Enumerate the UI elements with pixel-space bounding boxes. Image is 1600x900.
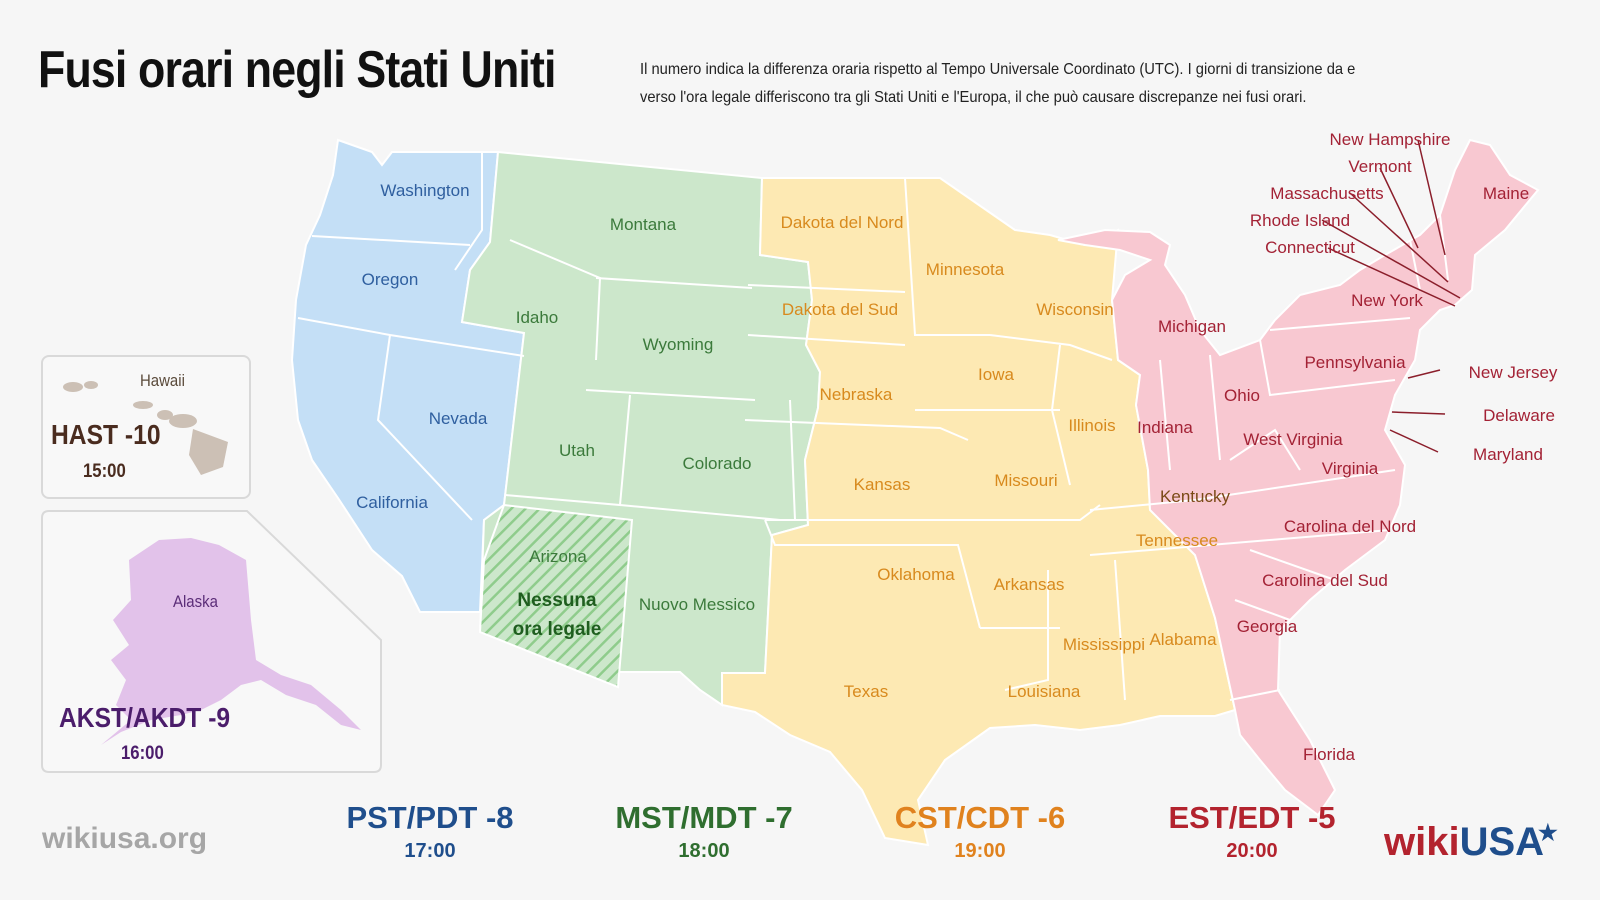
alaska-inset: Alaska AKST/AKDT -9 16:00: [41, 510, 383, 773]
state-borders: [297, 152, 1449, 701]
hawaii-label: Hawaii: [140, 371, 185, 390]
label-colorado: Colorado: [683, 454, 752, 473]
arizona-note-line2: ora legale: [513, 619, 602, 640]
alaska-tz-time: 16:00: [121, 743, 164, 764]
label-west-virginia: West Virginia: [1243, 430, 1343, 449]
label-massachusetts: Massachusetts: [1270, 184, 1383, 203]
legend-pst-time: 17:00: [404, 840, 456, 862]
label-louisiana: Louisiana: [1008, 682, 1081, 701]
pacific-zone: [290, 138, 526, 613]
alaska-label: Alaska: [173, 592, 218, 611]
logo-star-icon: ★: [1538, 820, 1558, 845]
label-florida: Florida: [1303, 745, 1356, 764]
arizona-note-line1: Nessuna: [517, 590, 597, 611]
label-iowa: Iowa: [978, 365, 1014, 384]
label-nevada: Nevada: [429, 409, 488, 428]
label-north-carolina: Carolina del Nord: [1284, 517, 1416, 536]
page-title: Fusi orari negli Stati Uniti: [38, 41, 556, 99]
label-virginia: Virginia: [1322, 459, 1379, 478]
label-georgia: Georgia: [1237, 617, 1298, 636]
wikiusa-logo[interactable]: wikiUSA★: [1384, 820, 1558, 865]
label-illinois: Illinois: [1068, 416, 1115, 435]
label-mississippi: Mississippi: [1063, 635, 1145, 654]
label-wyoming: Wyoming: [643, 335, 714, 354]
label-idaho: Idaho: [516, 308, 559, 327]
label-indiana: Indiana: [1137, 418, 1193, 437]
label-arkansas: Arkansas: [994, 575, 1065, 594]
legend-mst-time: 18:00: [678, 840, 730, 862]
arizona-no-dst: [478, 503, 634, 689]
label-rhode-island: Rhode Island: [1250, 211, 1350, 230]
label-nebraska: Nebraska: [820, 385, 893, 404]
label-montana: Montana: [610, 215, 677, 234]
label-washington: Washington: [380, 181, 469, 200]
state-labels: Washington Oregon California Nevada Idah…: [356, 130, 1558, 764]
hawaii-inset: Hawaii HAST -10 15:00: [41, 355, 251, 499]
label-oregon: Oregon: [362, 270, 419, 289]
label-pennsylvania: Pennsylvania: [1304, 353, 1406, 372]
label-maine: Maine: [1483, 184, 1529, 203]
legend-mst-code: MST/MDT -7: [615, 800, 793, 835]
label-new-mexico: Nuovo Messico: [639, 595, 755, 614]
alaska-inset-frame: [41, 510, 382, 773]
label-north-dakota: Dakota del Nord: [781, 213, 904, 232]
legend-est-code: EST/EDT -5: [1168, 800, 1336, 835]
label-kansas: Kansas: [854, 475, 911, 494]
label-california: California: [356, 493, 428, 512]
label-maryland: Maryland: [1473, 445, 1543, 464]
label-texas: Texas: [844, 682, 888, 701]
label-new-hampshire: New Hampshire: [1330, 130, 1451, 149]
label-south-carolina: Carolina del Sud: [1262, 571, 1388, 590]
hawaii-tz-time: 15:00: [83, 461, 126, 482]
hawaii-islands: [63, 381, 228, 475]
callout-lines: [1321, 139, 1461, 453]
alaska-shape: [101, 538, 361, 745]
label-connecticut: Connecticut: [1265, 238, 1355, 257]
label-new-york: New York: [1351, 291, 1423, 310]
legend-cst-code: CST/CDT -6: [894, 800, 1066, 835]
label-utah: Utah: [559, 441, 595, 460]
hawaii-tz-code: HAST -10: [51, 419, 161, 450]
label-new-jersey: New Jersey: [1469, 363, 1558, 382]
label-oklahoma: Oklahoma: [877, 565, 955, 584]
logo-wiki: wiki: [1384, 820, 1460, 864]
label-michigan: Michigan: [1158, 317, 1226, 336]
label-vermont: Vermont: [1348, 157, 1412, 176]
label-delaware: Delaware: [1483, 406, 1555, 425]
legend-cst-time: 19:00: [954, 840, 1006, 862]
legend-est-time: 20:00: [1226, 840, 1278, 862]
label-missouri: Missouri: [994, 471, 1057, 490]
label-wisconsin: Wisconsin: [1036, 300, 1113, 319]
eastern-zone: [1057, 138, 1540, 817]
label-minnesota: Minnesota: [926, 260, 1005, 279]
legend-pst-code: PST/PDT -8: [346, 800, 514, 835]
label-ohio: Ohio: [1224, 386, 1260, 405]
label-kentucky: Kentucky: [1160, 487, 1230, 506]
site-url[interactable]: wikiusa.org: [42, 822, 208, 855]
map-description: Il numero indica la differenza oraria ri…: [640, 61, 1356, 106]
label-tennessee: Tennessee: [1136, 531, 1218, 550]
logo-usa: USA: [1459, 820, 1545, 864]
label-alabama: Alabama: [1149, 630, 1217, 649]
alaska-tz-code: AKST/AKDT -9: [59, 702, 231, 733]
label-arizona: Arizona: [529, 547, 587, 566]
label-south-dakota: Dakota del Sud: [782, 300, 898, 319]
